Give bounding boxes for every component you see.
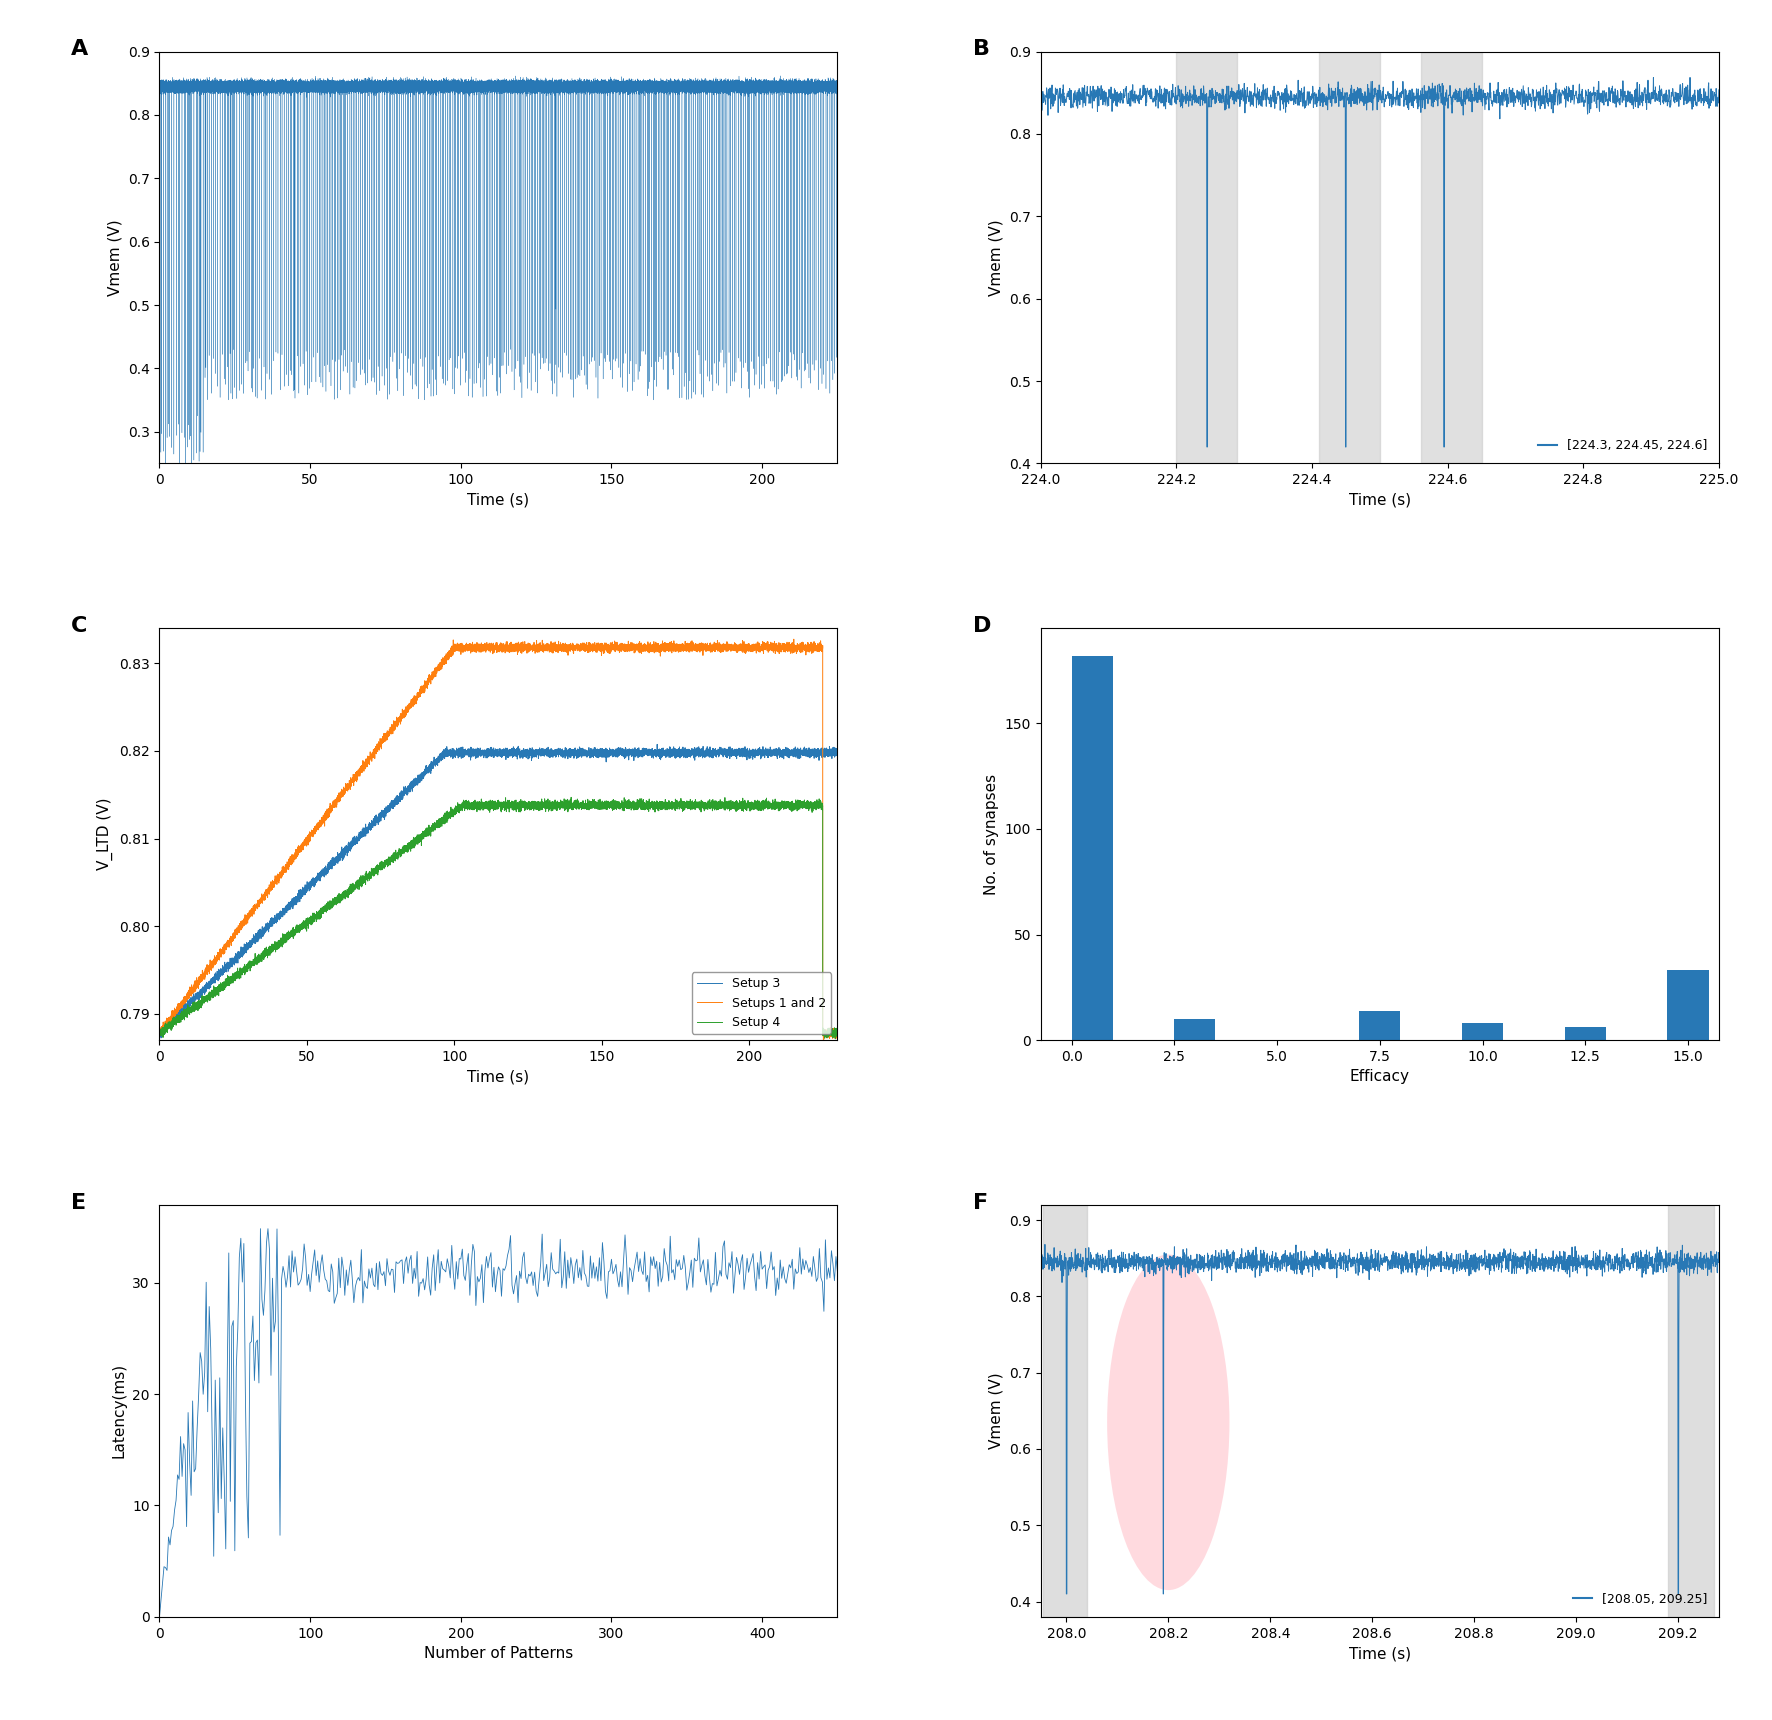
Bar [1667,1206,1714,1617]
Bar [1667,970,1708,1041]
Y-axis label: V_LTD (V): V_LTD (V) [97,798,113,870]
Bar [1462,1023,1503,1041]
Setup 4 [828,1025,849,1046]
X-axis label: Number of Patterns: Number of Patterns [424,1646,572,1662]
Setup 4 [480,791,501,812]
Setups 1 and 2 [152,1022,174,1042]
Bar [1565,1027,1605,1041]
Y-axis label: No. of synapses: No. of synapses [983,774,999,894]
Setups 1 and 2 [190,970,211,991]
Setup 3 [647,734,668,755]
Setups 1 and 2 [480,636,501,657]
Line: Setups 1 and 2: Setups 1 and 2 [159,640,838,1041]
Text: F: F [973,1192,989,1213]
Setups 1 and 2 [783,630,804,650]
Legend: Setup 3, Setups 1 and 2, Setup 4: Setup 3, Setups 1 and 2, Setup 4 [691,972,831,1034]
Text: B: B [973,40,991,58]
Text: E: E [71,1192,87,1213]
X-axis label: Efficacy: Efficacy [1350,1070,1411,1084]
Text: C: C [71,616,89,636]
Ellipse shape [1108,1254,1230,1589]
X-axis label: Time (s): Time (s) [468,492,530,507]
Setup 3 [190,987,211,1008]
Line: Setup 3: Setup 3 [159,745,838,1037]
Setup 4 [824,1029,845,1049]
Bar [1359,1011,1400,1041]
Setup 3 [151,1027,172,1047]
Line: Setup 4: Setup 4 [159,798,838,1039]
Setup 4 [177,1003,198,1023]
Setup 4 [149,1020,170,1041]
X-axis label: Time (s): Time (s) [1348,492,1411,507]
Setup 3 [282,889,303,910]
Setups 1 and 2 [282,848,303,869]
X-axis label: Time (s): Time (s) [1348,1646,1411,1662]
Y-axis label: Vmem (V): Vmem (V) [989,218,1003,296]
Setups 1 and 2 [813,1030,835,1051]
Text: A: A [71,40,89,58]
Legend: [208.05, 209.25]: [208.05, 209.25] [1568,1588,1712,1610]
Bar [1318,52,1380,463]
Legend: [224.3, 224.45, 224.6]: [224.3, 224.45, 224.6] [1533,433,1712,458]
Setup 4 [790,795,812,815]
Bar [1175,1018,1216,1041]
Bar [1421,52,1481,463]
Bar [1072,655,1113,1041]
Setups 1 and 2 [177,982,198,1003]
Setup 3 [149,1025,170,1046]
Bar [1044,1206,1086,1617]
Setups 1 and 2 [149,1023,170,1044]
Setup 3 [828,743,849,764]
Setup 4 [560,788,581,808]
Setup 4 [282,922,303,943]
Text: D: D [973,616,992,636]
Bar [1177,52,1237,463]
Setup 4 [152,1020,174,1041]
Setup 4 [190,991,211,1011]
Setups 1 and 2 [790,638,812,659]
Setup 3 [177,999,198,1020]
Y-axis label: Latency(ms): Latency(ms) [112,1364,126,1459]
Setup 3 [790,743,812,764]
X-axis label: Time (s): Time (s) [468,1070,530,1084]
Setup 3 [480,738,501,759]
Setup 3 [152,1015,174,1035]
Y-axis label: Vmem (V): Vmem (V) [989,1373,1003,1450]
Setups 1 and 2 [828,1023,849,1044]
Y-axis label: Vmem (V): Vmem (V) [106,218,122,296]
